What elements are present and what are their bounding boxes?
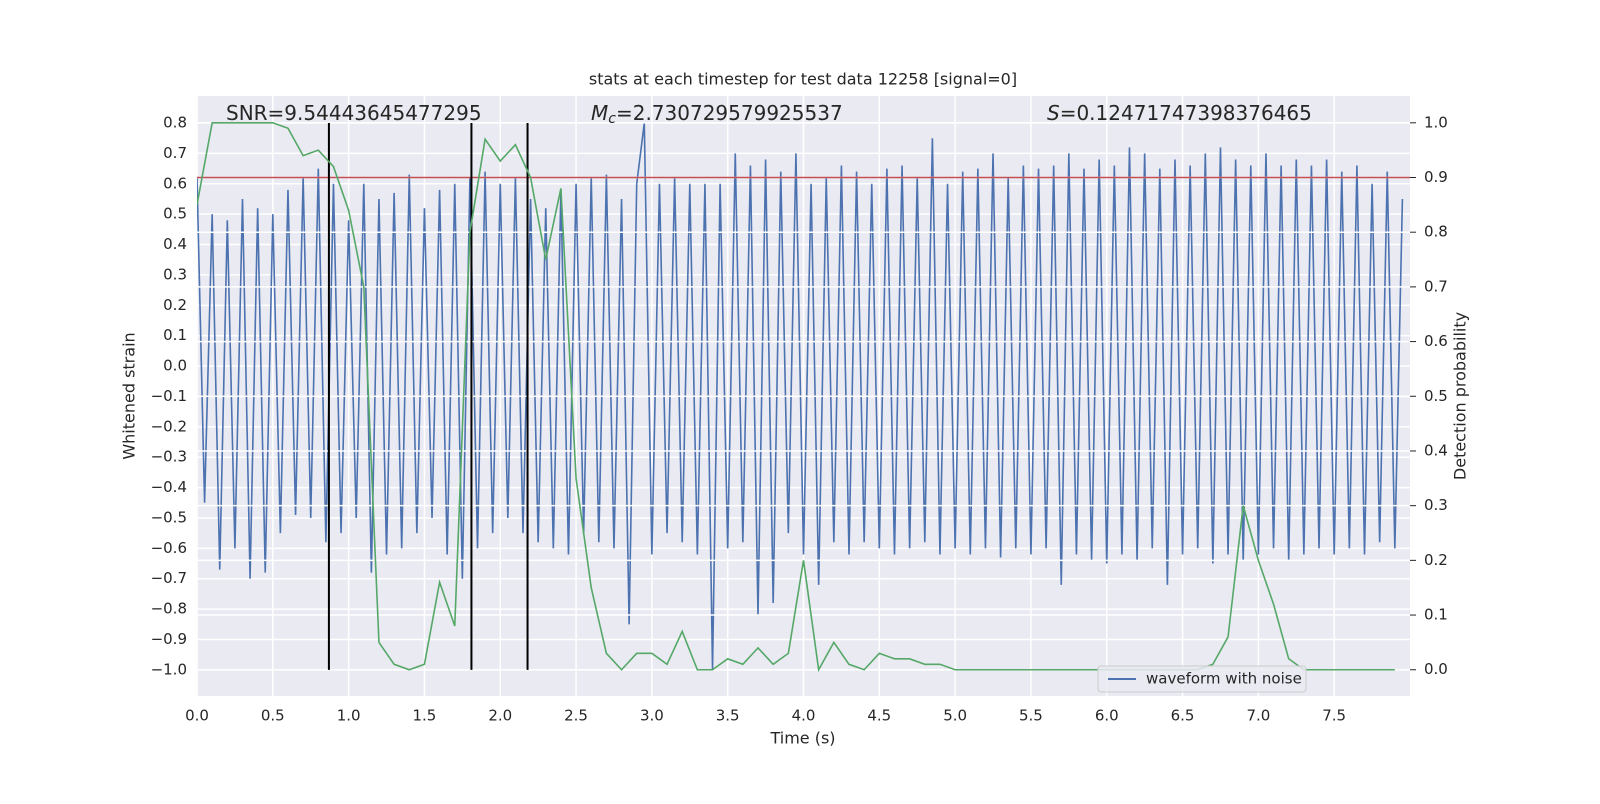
annotation: S=0.12471747398376465	[1047, 101, 1312, 125]
y-tick-label: −0.2	[151, 417, 187, 435]
x-tick-label: 4.5	[867, 707, 891, 725]
x-tick-label: 3.0	[640, 707, 664, 725]
y-tick-label: 0.2	[163, 296, 187, 314]
y-tick-label: −0.8	[151, 600, 187, 618]
x-tick-label: 4.0	[792, 707, 816, 725]
y2-tick-label: 0.1	[1424, 606, 1448, 624]
y-tick-label: 0.8	[163, 114, 187, 132]
y-tick-label: −0.3	[151, 448, 187, 466]
y-tick-label: −0.5	[151, 508, 187, 526]
annotation: Mc=2.730729579925537	[591, 101, 843, 128]
y-tick-label: −0.1	[151, 387, 187, 405]
x-tick-label: 5.5	[1019, 707, 1043, 725]
y-tick-label: 0.7	[163, 144, 187, 162]
x-tick-label: 1.5	[413, 707, 437, 725]
annotation: SNR=9.54443645477295	[226, 101, 482, 125]
x-tick-label: 2.0	[488, 707, 512, 725]
y-tick-label: −0.4	[151, 478, 187, 496]
y-tick-label: 0.4	[163, 235, 187, 253]
annotation-text: =0.12471747398376465	[1060, 101, 1312, 125]
legend-label: waveform with noise	[1146, 670, 1302, 688]
x-tick-label: 2.5	[564, 707, 588, 725]
y2-tick-label: 0.7	[1424, 277, 1448, 295]
y-axis-label: Whitened strain	[120, 332, 139, 459]
annotation-symbol: S	[1047, 101, 1060, 125]
x-tick-label: 1.0	[337, 707, 361, 725]
x-tick-label: 0.0	[185, 707, 209, 725]
y-tick-label: 0.3	[163, 265, 187, 283]
y2-tick-label: 0.9	[1424, 168, 1448, 186]
y2-tick-label: 0.6	[1424, 332, 1448, 350]
annotation-text: =2.730729579925537	[616, 101, 843, 125]
x-tick-label: 7.5	[1322, 707, 1346, 725]
x-tick-label: 6.5	[1171, 707, 1195, 725]
y-tick-label: −0.7	[151, 569, 187, 587]
x-tick-label: 0.5	[261, 707, 285, 725]
x-tick-label: 7.0	[1246, 707, 1270, 725]
y2-tick-label: 0.8	[1424, 223, 1448, 241]
y2-tick-label: 0.5	[1424, 387, 1448, 405]
x-tick-label: 3.5	[716, 707, 740, 725]
annotation-subscript: c	[608, 111, 616, 127]
y-tick-label: −1.0	[151, 660, 187, 678]
chart-title: stats at each timestep for test data 122…	[589, 70, 1017, 89]
y-tick-label: 0.1	[163, 326, 187, 344]
y-tick-label: −0.9	[151, 630, 187, 648]
series-line	[197, 122, 1404, 670]
y2-tick-label: 0.4	[1424, 441, 1448, 459]
y2-tick-label: 1.0	[1424, 113, 1448, 131]
y-tick-label: −0.6	[151, 539, 187, 557]
y-tick-label: 0.0	[163, 357, 187, 375]
x-tick-label: 5.0	[943, 707, 967, 725]
y2-axis-label: Detection probability	[1451, 312, 1470, 480]
annotation-text: SNR=9.54443645477295	[226, 101, 482, 125]
x-axis-label: Time (s)	[769, 729, 835, 748]
y2-tick-label: 0.0	[1424, 660, 1448, 678]
y2-tick-label: 0.3	[1424, 496, 1448, 514]
y2-tick-label: 0.2	[1424, 551, 1448, 569]
x-tick-label: 6.0	[1095, 707, 1119, 725]
y-tick-label: 0.5	[163, 205, 187, 223]
y-tick-label: 0.6	[163, 174, 187, 192]
legend-box	[1097, 665, 1307, 693]
annotation-symbol: M	[591, 101, 608, 125]
